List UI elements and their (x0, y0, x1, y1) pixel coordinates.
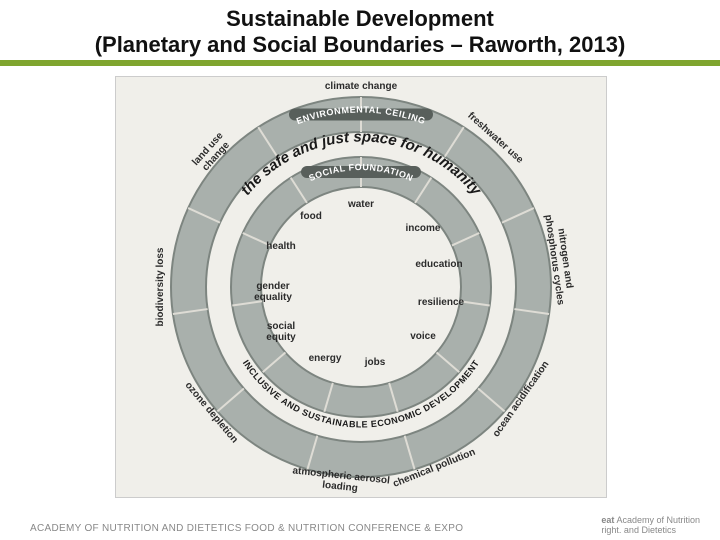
title-line-2: (Planetary and Social Boundaries – Rawor… (0, 32, 720, 58)
inner-social-label: income (405, 223, 440, 234)
inner-social-label: education (415, 259, 462, 270)
inner-social-label: jobs (364, 357, 386, 368)
inner-social-label: health (266, 241, 295, 252)
inner-social-label: energy (309, 353, 342, 364)
inner-social-label: voice (410, 331, 436, 342)
outer-boundary-label: climate change (325, 81, 398, 92)
inner-social-label: resilience (418, 297, 465, 308)
logo-sub2: right. and Dietetics (601, 525, 676, 535)
logo-sub1: Academy of Nutrition (616, 515, 700, 525)
outer-boundary-label: biodiversity loss (155, 247, 166, 326)
svg-text:biodiversity loss: biodiversity loss (155, 247, 166, 326)
inner-social-label: food (300, 211, 322, 222)
inner-social-label: gender (256, 281, 289, 292)
slide-header: Sustainable Development (Planetary and S… (0, 0, 720, 58)
inner-social-label: social (267, 321, 296, 332)
title-line-1: Sustainable Development (0, 6, 720, 32)
accent-bar (0, 60, 720, 66)
inner-social-label: equity (266, 332, 296, 343)
inner-social-label: water (347, 199, 374, 210)
doughnut-diagram: ENVIRONMENTAL CEILINGthe safe and just s… (115, 76, 607, 498)
logo-top: eat (601, 515, 614, 525)
footer-logo: eat Academy of Nutrition right. and Diet… (601, 516, 700, 536)
svg-text:climate change: climate change (325, 81, 398, 92)
inner-social-label: equality (254, 292, 292, 303)
